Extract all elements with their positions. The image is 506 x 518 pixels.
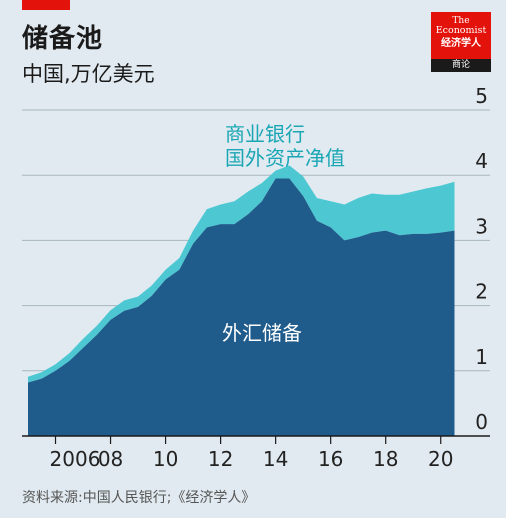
x-tick-label-14: 14 (263, 447, 288, 471)
annotation-bank-nfa-line-2: 国外资产净值 (225, 146, 345, 170)
logo-line-the: The (452, 16, 470, 26)
annotation-fx-reserves: 外汇储备 (222, 321, 302, 345)
logo-line-cn: 经济学人 (441, 38, 481, 49)
area-layer (28, 165, 455, 436)
logo-line-economist: Economist (435, 25, 487, 36)
y-tick-label-2: 2 (475, 280, 488, 304)
x-tick-label-16: 16 (318, 447, 343, 471)
series-bank-nfa-area (28, 165, 455, 383)
x-tick-label-20: 20 (428, 447, 453, 471)
x-tick-label-12: 12 (208, 447, 233, 471)
accent-tab (22, 0, 70, 10)
chart-title: 储备池 (22, 24, 104, 54)
source-note: 资料来源:中国人民银行;《经济学人》 (22, 490, 256, 506)
x-tick-label-10: 10 (153, 447, 178, 471)
economist-logo: The Economist 经济学人 商论 (431, 12, 491, 72)
logo-line-shanglun: 商论 (431, 59, 491, 72)
y-tick-label-3: 3 (475, 214, 488, 238)
annotation-bank-nfa-line-1: 商业银行 (225, 122, 305, 146)
y-tick-label-4: 4 (475, 149, 488, 173)
x-tick-label-18: 18 (373, 447, 398, 471)
chart-subtitle: 中国,万亿美元 (22, 62, 155, 86)
y-tick-label-0: 0 (475, 410, 488, 434)
y-tick-label-5: 5 (475, 84, 488, 108)
y-tick-label-1: 1 (475, 345, 488, 369)
x-tick-label-2006: 2006 (50, 447, 101, 471)
series-fx-reserves-area (28, 178, 455, 436)
axis-layer (22, 435, 490, 444)
x-tick-label-08: 08 (98, 447, 123, 471)
